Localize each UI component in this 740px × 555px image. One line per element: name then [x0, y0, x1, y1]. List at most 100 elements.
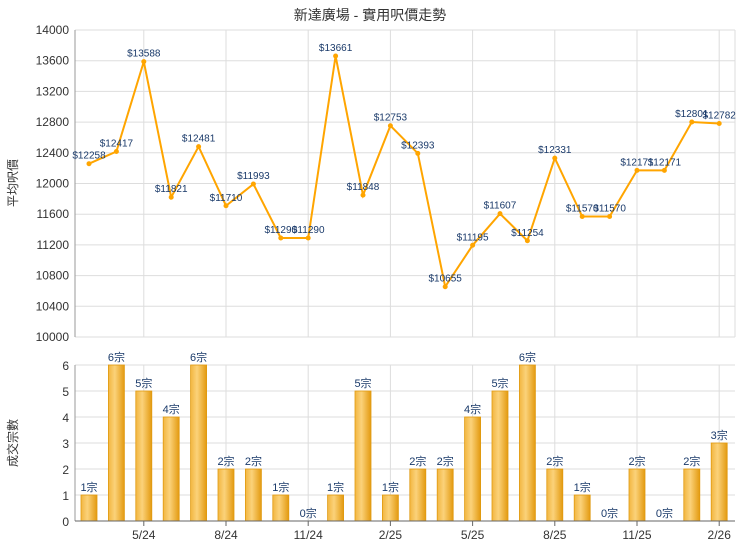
bar-label: 4宗: [464, 402, 481, 416]
data-label: $11570: [593, 204, 626, 215]
y-tick-label: 0: [62, 515, 69, 529]
data-point: [415, 150, 421, 156]
bar: [409, 468, 427, 522]
data-label: $10655: [429, 274, 463, 285]
x-tick-label: 8/24: [214, 528, 238, 542]
data-point: [333, 53, 339, 59]
bar: [436, 468, 454, 522]
bar: [710, 442, 728, 522]
data-point: [305, 235, 311, 241]
y-tick-label: 3: [62, 437, 69, 451]
y-tick-label: 4: [62, 411, 69, 425]
bar: [381, 494, 399, 522]
y-tick-label: 10800: [36, 269, 70, 283]
bar: [628, 468, 646, 522]
data-point: [250, 181, 256, 187]
bar-label: 1宗: [80, 480, 97, 494]
x-tick-label: 5/24: [132, 528, 156, 542]
bar: [519, 364, 536, 522]
bar-label: 1宗: [574, 480, 591, 494]
data-point: [168, 194, 174, 200]
data-label: $12258: [72, 151, 106, 162]
bar: [244, 468, 262, 522]
bar-label: 2宗: [628, 454, 645, 468]
data-point: [278, 235, 284, 241]
data-point: [552, 155, 558, 161]
data-label: $12171: [648, 157, 682, 168]
bar-label: 0宗: [300, 506, 317, 520]
y-tick-label: 6: [62, 359, 69, 373]
y-tick-label: 14000: [36, 23, 70, 37]
data-label: $11290: [292, 225, 325, 236]
y-tick-label: 13600: [36, 54, 70, 68]
data-label: $11290: [264, 225, 297, 236]
data-label: $12481: [182, 134, 216, 145]
price-axis-label: 平均呎價: [6, 159, 20, 207]
data-point: [661, 167, 667, 173]
bar-label: 6宗: [519, 350, 536, 364]
bar-label: 4宗: [163, 402, 180, 416]
bar-label: 5宗: [354, 376, 371, 390]
data-label: $11993: [237, 171, 270, 182]
data-label: $11710: [210, 193, 243, 204]
y-tick-label: 1: [62, 489, 69, 503]
data-label: $11254: [511, 228, 544, 239]
bar: [327, 494, 345, 522]
chart-title: 新達廣場 - 實用呎價走勢: [294, 7, 446, 23]
data-point: [470, 242, 476, 248]
y-tick-label: 10000: [36, 330, 70, 344]
data-label: $12417: [100, 138, 134, 149]
data-point: [223, 203, 229, 209]
data-point: [387, 123, 393, 129]
y-tick-label: 12800: [36, 115, 70, 129]
data-point: [141, 59, 147, 65]
y-tick-label: 12400: [36, 146, 70, 160]
x-tick-label: 2/25: [379, 528, 403, 542]
x-tick-label: 11/25: [622, 528, 651, 542]
x-tick-label: 11/24: [294, 528, 323, 542]
data-point: [716, 120, 722, 126]
data-label: $12171: [620, 157, 654, 168]
bar: [217, 468, 235, 522]
data-label: $12331: [538, 145, 572, 156]
data-point: [113, 148, 119, 154]
bar: [354, 390, 372, 522]
bar-label: 1宗: [272, 480, 289, 494]
bar-label: 6宗: [190, 350, 207, 364]
bar: [546, 468, 564, 522]
bar-label: 3宗: [711, 428, 728, 442]
bar-label: 1宗: [382, 480, 399, 494]
bar-label: 0宗: [601, 506, 618, 520]
y-tick-label: 2: [62, 463, 69, 477]
data-point: [196, 144, 202, 150]
data-point: [524, 238, 530, 244]
bar-label: 5宗: [491, 376, 508, 390]
bar-label: 0宗: [656, 506, 673, 520]
bar-label: 2宗: [245, 454, 262, 468]
y-tick-label: 11600: [37, 207, 70, 221]
y-tick-label: 12000: [36, 177, 70, 191]
bar-label: 5宗: [135, 376, 152, 390]
bar: [108, 364, 125, 522]
y-tick-label: 11200: [37, 238, 70, 252]
data-point: [442, 284, 448, 290]
bar: [80, 494, 98, 522]
data-label: $11195: [457, 232, 489, 243]
y-tick-label: 5: [62, 385, 69, 399]
price-line: [88, 55, 720, 290]
data-point: [634, 167, 640, 173]
data-label: $12782: [703, 110, 737, 121]
bar-label: 2宗: [409, 454, 426, 468]
bar: [272, 494, 290, 522]
x-tick-label: 8/25: [543, 528, 567, 542]
data-label: $12393: [401, 140, 435, 151]
y-tick-label: 10400: [36, 299, 70, 313]
data-label: $11570: [566, 204, 599, 215]
bar: [135, 390, 153, 522]
bar: [683, 468, 701, 522]
data-label: $13661: [319, 43, 353, 54]
bar-label: 1宗: [327, 480, 344, 494]
bar-label: 2宗: [437, 454, 454, 468]
